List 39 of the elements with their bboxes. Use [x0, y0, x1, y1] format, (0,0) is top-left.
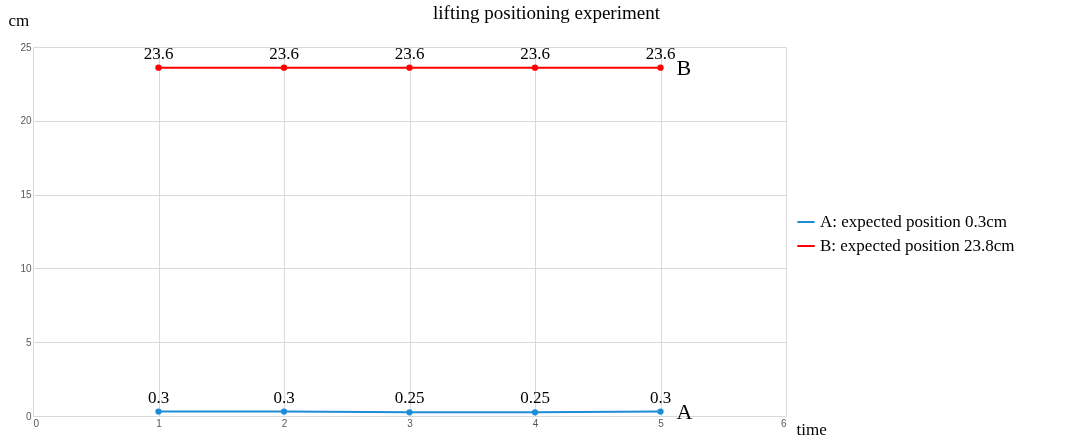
point: [155, 408, 162, 415]
data-label: 0.25: [394, 388, 425, 408]
point: [406, 64, 413, 71]
data-label: 23.6: [394, 43, 425, 63]
point: [406, 409, 413, 416]
point: [657, 64, 664, 71]
annotation: B: [676, 54, 692, 80]
legend-label: B: expected position 23.8cm: [820, 236, 1015, 255]
point: [280, 64, 288, 71]
data-label: 23.6: [143, 43, 174, 63]
data-label: 0.3: [649, 387, 672, 407]
y-axis-title: cm: [8, 10, 30, 30]
data-label: 0.3: [273, 387, 295, 407]
data-label: 0.25: [520, 388, 550, 408]
point: [531, 409, 539, 416]
x-tick-label: 3: [407, 417, 414, 429]
y-tick-label: 25: [20, 41, 32, 53]
x-tick-label: 1: [156, 417, 163, 429]
legend-label: A: expected position 0.3cm: [820, 212, 1007, 231]
annotation: A: [676, 398, 693, 424]
y-tick-label: 15: [20, 189, 32, 201]
x-tick-label: 0: [33, 417, 40, 429]
point: [657, 408, 664, 415]
y-tick-label: 20: [20, 115, 32, 127]
data-label: 23.6: [520, 43, 550, 63]
point: [155, 64, 162, 71]
data-label: 23.6: [645, 43, 676, 63]
x-tick-label: 4: [532, 417, 539, 429]
data-label: 23.6: [269, 43, 299, 63]
x-axis-title: time: [796, 419, 827, 439]
point: [531, 64, 539, 71]
y-tick-label: 5: [25, 336, 32, 348]
x-tick-label: 2: [281, 417, 288, 429]
chart-title: lifting positioning experiment: [433, 2, 661, 23]
point: [280, 408, 288, 415]
x-tick-label: 5: [658, 417, 665, 429]
x-tick-label: 6: [780, 417, 787, 429]
y-tick-label: 10: [20, 262, 32, 274]
data-label: 0.3: [147, 387, 170, 407]
